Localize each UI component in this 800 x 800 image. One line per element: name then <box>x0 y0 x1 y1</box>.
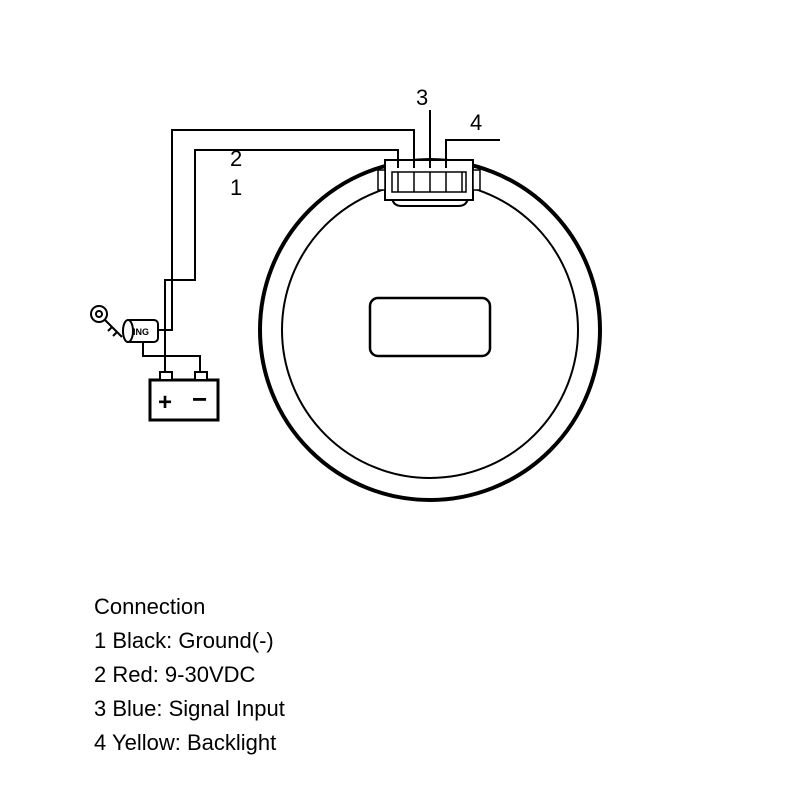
wire-label-1: 1 <box>230 175 242 200</box>
ignition-switch: ING <box>91 306 158 342</box>
gauge-outer-ring <box>260 160 600 500</box>
gauge-display <box>370 298 490 356</box>
legend-item-2: 2 Red: 9-30VDC <box>94 658 285 692</box>
ignition-label: ING <box>133 327 149 337</box>
wire-label-3: 3 <box>416 85 428 110</box>
wire-1-to-battery <box>165 200 195 374</box>
wire-ing-to-battery <box>143 342 200 374</box>
battery-minus: − <box>192 384 207 414</box>
legend-item-4: 4 Yellow: Backlight <box>94 726 285 760</box>
gauge-inner-ring <box>282 182 578 478</box>
wire-label-4: 4 <box>470 110 482 135</box>
key-icon <box>91 306 122 337</box>
wires <box>143 110 500 374</box>
legend-title: Connection <box>94 590 285 624</box>
wire-1 <box>195 150 398 200</box>
legend-item-3: 3 Blue: Signal Input <box>94 692 285 726</box>
gauge-body <box>260 160 600 500</box>
battery-icon: + − <box>150 372 218 420</box>
wire-label-2: 2 <box>230 146 242 171</box>
battery-plus: + <box>158 389 172 416</box>
legend: Connection 1 Black: Ground(-) 2 Red: 9-3… <box>94 590 285 760</box>
legend-item-1: 1 Black: Ground(-) <box>94 624 285 658</box>
